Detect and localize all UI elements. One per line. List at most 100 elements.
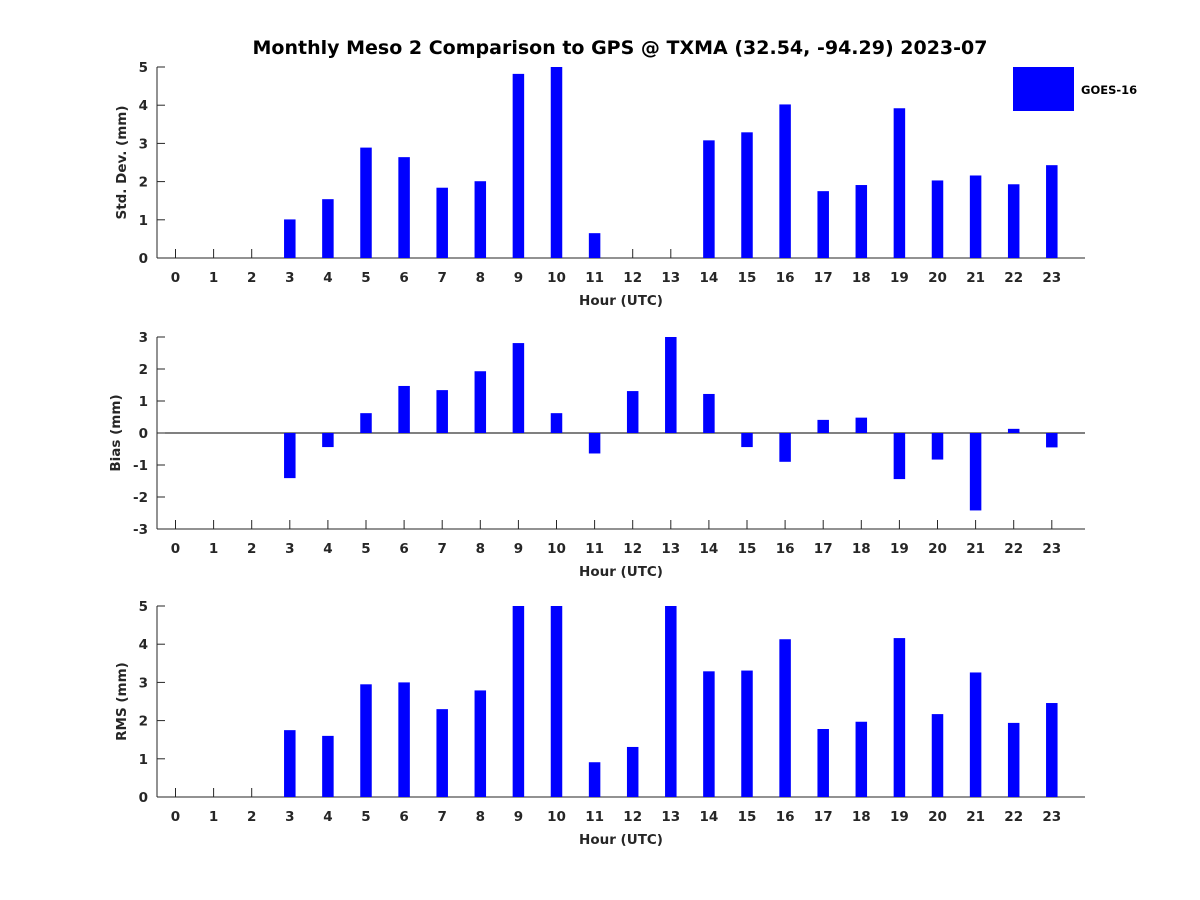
- rms-x-tick-label: 13: [661, 809, 680, 825]
- std-dev-x-tick-label: 6: [399, 270, 408, 286]
- std-dev-bar: [474, 181, 487, 258]
- rms-bar: [817, 729, 829, 797]
- std-dev-x-tick-label: 21: [966, 270, 985, 286]
- bias-bar: [931, 433, 944, 460]
- rms-x-tick-label: 2: [247, 809, 256, 825]
- std-dev-y-tick-label: 4: [139, 98, 148, 114]
- rms-x-axis-label: Hour (UTC): [579, 832, 663, 848]
- rms-x-tick-label: 17: [814, 809, 833, 825]
- rms-bar: [588, 762, 601, 797]
- bias-x-tick-label: 12: [623, 541, 642, 557]
- bias-bar: [474, 371, 487, 433]
- rms-bar: [474, 690, 487, 797]
- rms-y-tick-label: 1: [139, 752, 148, 768]
- bias-x-tick-label: 13: [661, 541, 680, 557]
- rms-bar: [626, 746, 639, 797]
- bias-y-tick-label: 0: [139, 426, 148, 442]
- rms-bar: [893, 638, 906, 797]
- std-dev-bar: [855, 185, 868, 258]
- bias-bar: [893, 433, 906, 480]
- rms-bar: [741, 670, 753, 797]
- rms-bar: [322, 735, 334, 797]
- std-dev-x-tick-label: 8: [476, 270, 485, 286]
- bias-x-tick-label: 10: [547, 541, 566, 557]
- std-dev-x-tick-label: 14: [700, 270, 719, 286]
- rms-bar: [360, 684, 372, 797]
- legend-swatch: [1013, 67, 1074, 111]
- bias-bar: [550, 413, 563, 433]
- rms-bar: [665, 606, 677, 797]
- bias-y-tick-label: -2: [133, 490, 148, 506]
- chart-title: Monthly Meso 2 Comparison to GPS @ TXMA …: [253, 37, 988, 59]
- bias-x-tick-label: 18: [852, 541, 871, 557]
- rms-x-tick-label: 3: [285, 809, 294, 825]
- bias-bar: [322, 433, 334, 448]
- bias-bar: [665, 337, 677, 433]
- std-dev-y-tick-label: 2: [139, 175, 148, 191]
- std-dev-bar: [817, 191, 829, 258]
- bias-x-tick-label: 21: [966, 541, 985, 557]
- bias-x-tick-label: 23: [1042, 541, 1061, 557]
- bias-x-tick-label: 6: [399, 541, 408, 557]
- rms-x-tick-label: 23: [1042, 809, 1061, 825]
- bias-x-tick-label: 2: [247, 541, 256, 557]
- rms-x-tick-label: 1: [209, 809, 218, 825]
- std-dev-bar: [969, 175, 982, 258]
- std-dev-x-tick-label: 23: [1042, 270, 1061, 286]
- rms-bar: [436, 709, 448, 797]
- std-dev-bar: [588, 233, 601, 258]
- std-dev-x-tick-label: 19: [890, 270, 909, 286]
- bias-bar: [1046, 433, 1058, 448]
- bias-y-tick-label: 3: [139, 330, 148, 346]
- legend: GOES-16: [1013, 67, 1137, 111]
- rms-bar: [550, 606, 563, 797]
- rms-x-tick-label: 11: [585, 809, 604, 825]
- std-dev-x-tick-label: 22: [1004, 270, 1023, 286]
- std-dev-bar: [779, 104, 791, 258]
- std-dev-bar: [398, 157, 410, 258]
- rms-x-tick-label: 20: [928, 809, 947, 825]
- bias-x-tick-label: 5: [361, 541, 370, 557]
- rms-y-tick-label: 3: [139, 675, 148, 691]
- bias-y-tick-label: -3: [133, 522, 148, 538]
- bias-x-tick-label: 8: [476, 541, 485, 557]
- bias-x-tick-label: 16: [776, 541, 795, 557]
- rms-bar: [855, 721, 868, 797]
- std-dev-bar: [1046, 165, 1058, 258]
- rms-bar: [703, 671, 715, 797]
- rms-bar: [969, 672, 982, 797]
- bias-x-tick-label: 17: [814, 541, 833, 557]
- std-dev-y-tick-label: 0: [139, 251, 148, 267]
- rms-x-tick-label: 0: [171, 809, 180, 825]
- std-dev-bar: [360, 147, 372, 258]
- std-dev-bar: [1007, 184, 1020, 258]
- bias-x-tick-label: 20: [928, 541, 947, 557]
- rms-x-tick-label: 19: [890, 809, 909, 825]
- rms-y-tick-label: 2: [139, 714, 148, 730]
- bias-x-tick-label: 14: [700, 541, 719, 557]
- legend-label: GOES-16: [1081, 83, 1137, 97]
- bias-bar: [817, 419, 829, 433]
- bias-bar: [512, 343, 525, 433]
- rms-bar: [1046, 703, 1058, 797]
- std-dev-bar: [322, 199, 334, 258]
- bias-x-tick-label: 0: [171, 541, 180, 557]
- std-dev-x-tick-label: 9: [514, 270, 523, 286]
- std-dev-bar: [284, 219, 296, 258]
- rms-x-tick-label: 15: [738, 809, 757, 825]
- std-dev-bar: [436, 187, 448, 258]
- bias-x-tick-label: 11: [585, 541, 604, 557]
- rms-x-tick-label: 12: [623, 809, 642, 825]
- bias-bar: [398, 385, 410, 433]
- std-dev-x-tick-label: 12: [623, 270, 642, 286]
- std-dev-x-tick-label: 4: [323, 270, 332, 286]
- std-dev-x-tick-label: 1: [209, 270, 218, 286]
- bias-x-tick-label: 15: [738, 541, 757, 557]
- bias-bar: [741, 433, 753, 448]
- rms-bar: [284, 730, 296, 797]
- rms-x-tick-label: 22: [1004, 809, 1023, 825]
- rms-bar: [779, 639, 791, 797]
- bias-bar: [588, 433, 601, 454]
